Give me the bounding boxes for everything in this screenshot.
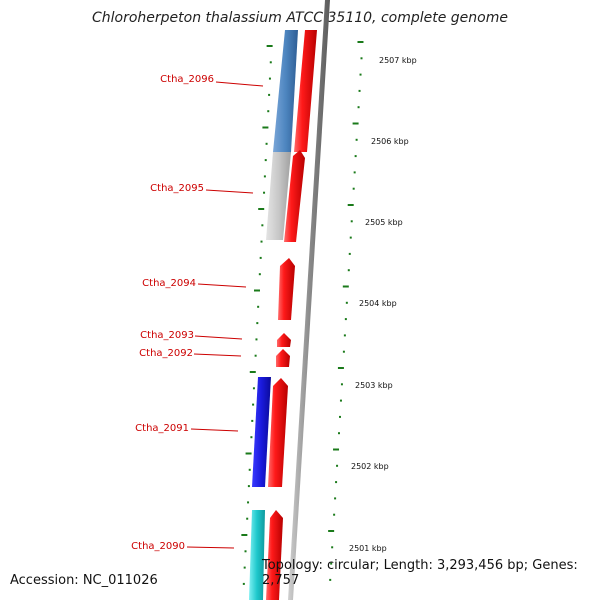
- leader-line: [197, 283, 247, 288]
- gene-label-ctha-2090: Ctha_2090: [131, 541, 185, 552]
- gene-label-ctha-2091: Ctha_2091: [135, 423, 189, 434]
- gene-arrow-ctha-2093: [277, 333, 291, 347]
- scale-label-2505: 2505 kbp: [365, 218, 403, 227]
- scale-label-2503: 2503 kbp: [355, 381, 393, 390]
- gene-label-group-ctha-2095: Ctha_2095: [150, 183, 254, 194]
- gene-arrow-ctha-2091: [268, 378, 288, 487]
- leader-line: [215, 81, 264, 87]
- ortholog-block-ctha-2096: [273, 30, 298, 152]
- gene-label-ctha-2095: Ctha_2095: [150, 183, 204, 194]
- gene-arrow-ctha-2090: [266, 510, 283, 600]
- scale-label-2501: 2501 kbp: [349, 544, 387, 553]
- gene-label-group-ctha-2094: Ctha_2094: [142, 278, 247, 289]
- ortholog-block-ctha-2091: [252, 377, 271, 487]
- gene-label-ctha-2094: Ctha_2094: [142, 278, 196, 289]
- gene-label-ctha-2092: Ctha_2092: [139, 348, 193, 359]
- ortholog-block-ctha-2090: [249, 510, 265, 600]
- gene-arrow-ctha-2096: [294, 30, 317, 152]
- leader-line: [205, 189, 254, 194]
- scale-label-2507: 2507 kbp: [379, 56, 417, 65]
- outer-scale-ticks: [328, 41, 364, 581]
- gene-label-group-ctha-2090: Ctha_2090: [131, 541, 235, 552]
- leader-line: [194, 335, 243, 340]
- gene-label-group-ctha-2093: Ctha_2093: [140, 330, 243, 341]
- ortholog-block-ctha-2095: [266, 152, 291, 240]
- gene-arrow-ctha-2094: [278, 258, 295, 320]
- map-title: Chloroherpeton thalassium ATCC 35110, co…: [92, 10, 508, 26]
- gene-label-group-ctha-2096: Ctha_2096: [160, 74, 264, 87]
- genome-backbone: [288, 0, 330, 600]
- gene-arrow-ctha-2092: [276, 349, 290, 367]
- scale-label-2506: 2506 kbp: [371, 137, 409, 146]
- genome-summary-text: Topology: circular; Length: 3,293,456 bp…: [262, 558, 578, 588]
- inner-scale-ticks: [241, 45, 273, 585]
- gene-label-ctha-2096: Ctha_2096: [160, 74, 214, 85]
- gene-label-group-ctha-2092: Ctha_2092: [139, 348, 242, 359]
- leader-line: [193, 353, 242, 357]
- scale-label-2504: 2504 kbp: [359, 299, 397, 308]
- gene-arrow-ctha-2095: [284, 150, 305, 242]
- scale-label-2502: 2502 kbp: [351, 462, 389, 471]
- leader-line: [190, 428, 239, 432]
- gene-label-group-ctha-2091: Ctha_2091: [135, 423, 239, 434]
- accession-text: Accession: NC_011026: [10, 573, 158, 588]
- gene-label-ctha-2093: Ctha_2093: [140, 330, 194, 341]
- leader-line: [186, 546, 235, 549]
